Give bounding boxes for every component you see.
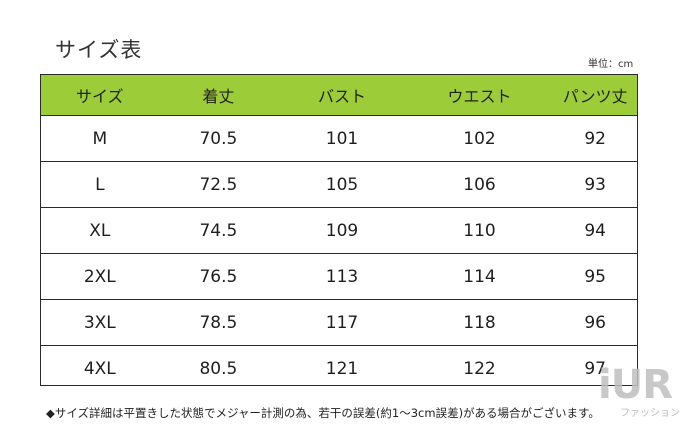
cell-pants-length: 96 [584, 312, 606, 333]
cell-waist: 118 [463, 312, 496, 333]
cell-length: 70.5 [199, 128, 238, 149]
table-row: L 72.5 105 106 93 [41, 162, 637, 208]
cell-size: L [95, 174, 105, 195]
table-row: 4XL 80.5 121 122 97 [41, 346, 637, 392]
cell-bust: 101 [325, 128, 359, 149]
table-row: XL 74.5 109 110 94 [41, 208, 637, 254]
header-size: サイズ [76, 87, 124, 106]
unit-label: 単位：cm [588, 59, 634, 70]
cell-length: 72.5 [199, 174, 238, 195]
header-pants-length: パンツ丈 [562, 87, 628, 106]
cell-waist: 106 [463, 174, 496, 195]
cell-size: M [92, 128, 108, 149]
cell-bust: 109 [325, 220, 359, 241]
cell-length: 78.5 [199, 312, 238, 333]
cell-size: 2XL [83, 266, 116, 287]
table-row: M 70.5 101 102 92 [41, 116, 637, 162]
cell-size: 4XL [83, 359, 116, 379]
table-header-row: サイズ 着丈 バスト ウエスト パンツ丈 [41, 75, 637, 116]
watermark-logo: iUR [598, 362, 673, 408]
table-row: 2XL 76.5 113 114 95 [41, 254, 637, 300]
watermark-subtext: ファッション [620, 408, 680, 419]
cell-bust: 121 [325, 359, 359, 379]
cell-pants-length: 95 [584, 266, 606, 287]
cell-bust: 113 [325, 266, 359, 287]
header-waist: ウエスト [447, 87, 512, 106]
cell-bust: 117 [325, 312, 359, 333]
cell-waist: 102 [463, 128, 496, 149]
cell-pants-length: 94 [584, 220, 606, 241]
cell-size: XL [89, 220, 111, 241]
header-bust: バスト [317, 87, 366, 106]
page-title: サイズ表 [55, 38, 143, 62]
cell-size: 3XL [83, 312, 116, 333]
measurement-note: ◆サイズ詳細は平置きした状態でメジャー計測の為、若干の誤差(約1〜3cm誤差)が… [46, 406, 600, 420]
cell-waist: 110 [463, 220, 496, 241]
cell-length: 80.5 [199, 359, 238, 379]
cell-waist: 122 [463, 359, 496, 379]
cell-length: 74.5 [199, 220, 238, 241]
cell-pants-length: 97 [584, 359, 606, 379]
header-length: 着丈 [202, 87, 235, 106]
cell-bust: 105 [325, 174, 359, 195]
size-table: サイズ 着丈 バスト ウエスト パンツ丈 M 70.5 101 102 92 L… [40, 74, 638, 386]
cell-waist: 114 [463, 266, 496, 287]
cell-length: 76.5 [199, 266, 238, 287]
cell-pants-length: 92 [584, 128, 606, 149]
cell-pants-length: 93 [584, 174, 606, 195]
table-row: 3XL 78.5 117 118 96 [41, 300, 637, 346]
